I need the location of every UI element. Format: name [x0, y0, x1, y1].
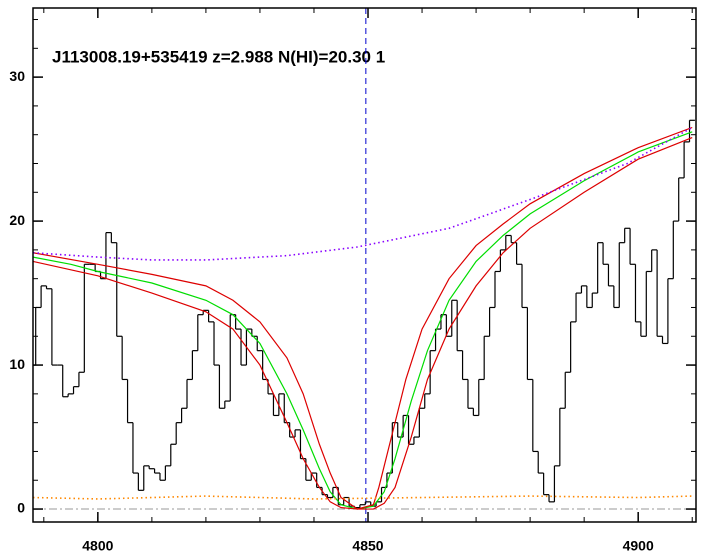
- plot-frame: [32, 7, 697, 523]
- y-tick-label: 20: [9, 212, 25, 228]
- y-tick-label: 10: [9, 356, 25, 372]
- y-tick-label: 0: [17, 500, 25, 516]
- fit-upper-line: [33, 126, 693, 510]
- fit-lower-line: [33, 137, 693, 510]
- x-tick-label: 4850: [352, 538, 383, 554]
- plot-area: [33, 8, 696, 522]
- chart-title: J113008.19+535419 z=2.988 N(HI)=20.30 1: [52, 47, 385, 66]
- x-tick-label: 4800: [82, 538, 113, 554]
- y-tick-label: 30: [9, 68, 25, 84]
- x-tick-label: 4900: [623, 538, 654, 554]
